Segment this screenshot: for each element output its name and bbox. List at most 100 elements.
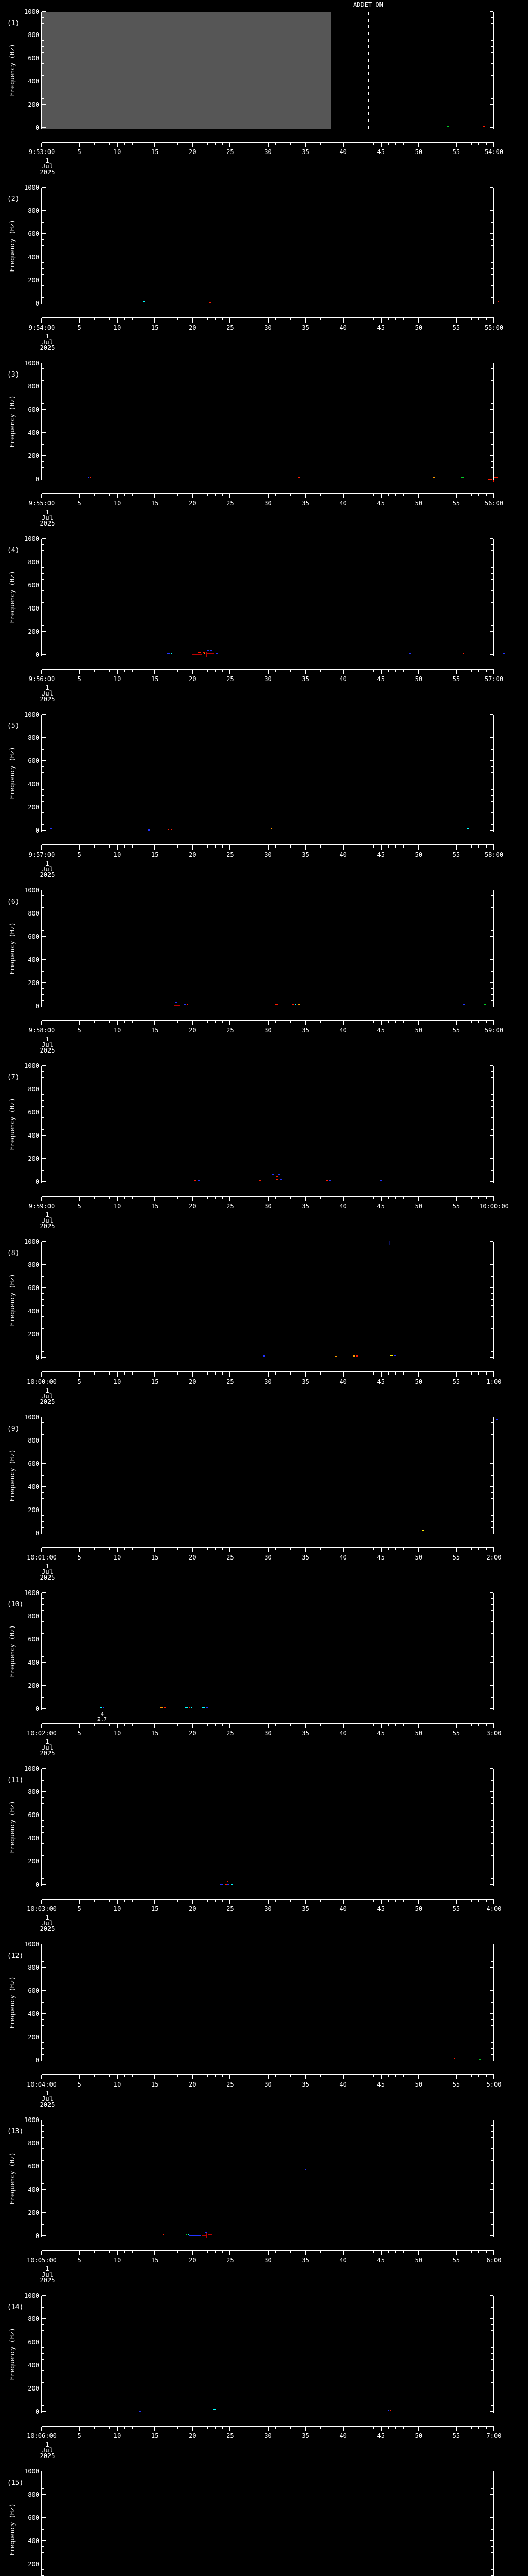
x-tick bbox=[222, 1900, 223, 1902]
x-tick bbox=[41, 494, 42, 498]
y-tick-label: 800 bbox=[28, 910, 39, 917]
y-tick-label: 400 bbox=[28, 2186, 39, 2193]
y-tick-right bbox=[490, 127, 493, 128]
y-tick-right bbox=[490, 409, 493, 410]
y-tick bbox=[42, 2318, 46, 2319]
date-label: 2025 bbox=[40, 1574, 55, 1581]
x-tick bbox=[177, 2075, 178, 2077]
x-tick bbox=[79, 1724, 80, 1728]
y-tick-label: 800 bbox=[28, 734, 39, 741]
x-tick bbox=[267, 1900, 269, 1904]
x-tick bbox=[320, 318, 321, 320]
x-tick bbox=[388, 1197, 389, 1199]
x-tick-label: 55 bbox=[452, 1730, 460, 1737]
x-tick bbox=[275, 1197, 276, 1199]
x-tick-label: 5 bbox=[77, 500, 81, 507]
x-tick bbox=[493, 1021, 494, 1025]
x-tick-label: 5 bbox=[77, 1730, 81, 1737]
x-tick bbox=[403, 1197, 404, 1199]
x-tick bbox=[455, 1021, 457, 1025]
x-tick-label: 20 bbox=[189, 851, 196, 858]
y-tick bbox=[42, 1592, 46, 1593]
x-tick bbox=[471, 1900, 472, 1902]
x-tick bbox=[455, 494, 457, 498]
y-tick bbox=[42, 1791, 46, 1792]
x-tick bbox=[418, 318, 419, 323]
y-axis-line-left bbox=[41, 715, 42, 832]
x-tick bbox=[380, 1372, 382, 1377]
y-tick bbox=[42, 1158, 46, 1159]
y-tick-label: 0 bbox=[35, 476, 39, 483]
x-tick bbox=[214, 1372, 216, 1375]
x-tick bbox=[154, 143, 156, 147]
date-label: 2025 bbox=[40, 1223, 55, 1230]
detection-marker bbox=[139, 2410, 141, 2412]
x-tick-label: 35 bbox=[302, 1202, 309, 1210]
detection-marker bbox=[291, 1004, 294, 1005]
x-tick bbox=[222, 845, 223, 848]
x-tick bbox=[229, 670, 231, 674]
y-tick-right bbox=[491, 895, 493, 896]
x-tick-label: 15 bbox=[151, 500, 159, 507]
x-axis-line bbox=[42, 1371, 494, 1372]
x-tick bbox=[275, 1021, 276, 1023]
y-tick-right bbox=[491, 2575, 493, 2576]
x-tick bbox=[403, 2427, 404, 2429]
y-tick-label: 600 bbox=[28, 55, 39, 62]
x-tick bbox=[290, 2251, 291, 2253]
x-tick-label: 45 bbox=[377, 851, 385, 858]
x-tick bbox=[478, 494, 480, 496]
x-tick bbox=[41, 1900, 42, 1904]
x-tick bbox=[290, 1724, 291, 1726]
y-tick-right bbox=[490, 1708, 493, 1709]
x-tick-label: 20 bbox=[189, 1378, 196, 1385]
y-tick-right bbox=[491, 1961, 493, 1962]
y-tick bbox=[42, 982, 46, 983]
detection-marker bbox=[207, 2234, 212, 2235]
y-tick bbox=[42, 2137, 44, 2138]
x-tick-label: 15 bbox=[151, 1554, 159, 1561]
x-tick bbox=[41, 1197, 42, 1201]
x-tick bbox=[342, 2251, 344, 2255]
y-tick-label: 800 bbox=[28, 31, 39, 39]
x-tick bbox=[305, 670, 306, 674]
y-tick bbox=[42, 959, 46, 960]
y-tick-right bbox=[490, 1241, 493, 1242]
detection-marker bbox=[197, 652, 201, 653]
y-tick-label: 600 bbox=[28, 1636, 39, 1643]
x-tick bbox=[373, 143, 374, 145]
x-tick bbox=[380, 845, 382, 850]
x-tick-label: 15 bbox=[151, 148, 159, 156]
y-tick-right bbox=[491, 1621, 493, 1622]
end-time-label: 10:00:00 bbox=[479, 1202, 509, 1210]
x-tick bbox=[493, 2075, 494, 2079]
y-tick-right bbox=[490, 1592, 493, 1593]
x-tick-label: 5 bbox=[77, 1027, 81, 1034]
x-tick bbox=[124, 845, 125, 848]
x-tick bbox=[471, 494, 472, 496]
y-tick bbox=[42, 127, 46, 128]
x-tick bbox=[312, 1724, 314, 1726]
x-tick bbox=[388, 143, 389, 145]
x-tick bbox=[192, 1372, 193, 1377]
y-tick bbox=[42, 187, 46, 188]
x-tick bbox=[177, 1548, 178, 1550]
x-tick bbox=[486, 318, 487, 320]
x-axis-line bbox=[42, 2074, 494, 2075]
y-tick-right bbox=[491, 1803, 493, 1804]
x-tick-label: 25 bbox=[226, 675, 234, 683]
y-tick bbox=[42, 11, 46, 12]
detection-marker bbox=[224, 1884, 227, 1885]
date-label: 1 bbox=[45, 1036, 50, 1043]
x-tick-label: 30 bbox=[264, 1027, 272, 1034]
end-time-label: 7:00 bbox=[486, 2432, 502, 2439]
y-tick bbox=[42, 1515, 44, 1516]
x-tick bbox=[267, 1197, 269, 1201]
x-tick bbox=[373, 670, 374, 672]
x-tick-label: 5 bbox=[77, 1378, 81, 1385]
x-tick bbox=[229, 1372, 231, 1377]
date-label: 1 bbox=[45, 860, 50, 867]
x-tick-label: 50 bbox=[415, 1554, 423, 1561]
y-tick-right bbox=[491, 2353, 493, 2354]
x-tick bbox=[478, 1197, 480, 1199]
